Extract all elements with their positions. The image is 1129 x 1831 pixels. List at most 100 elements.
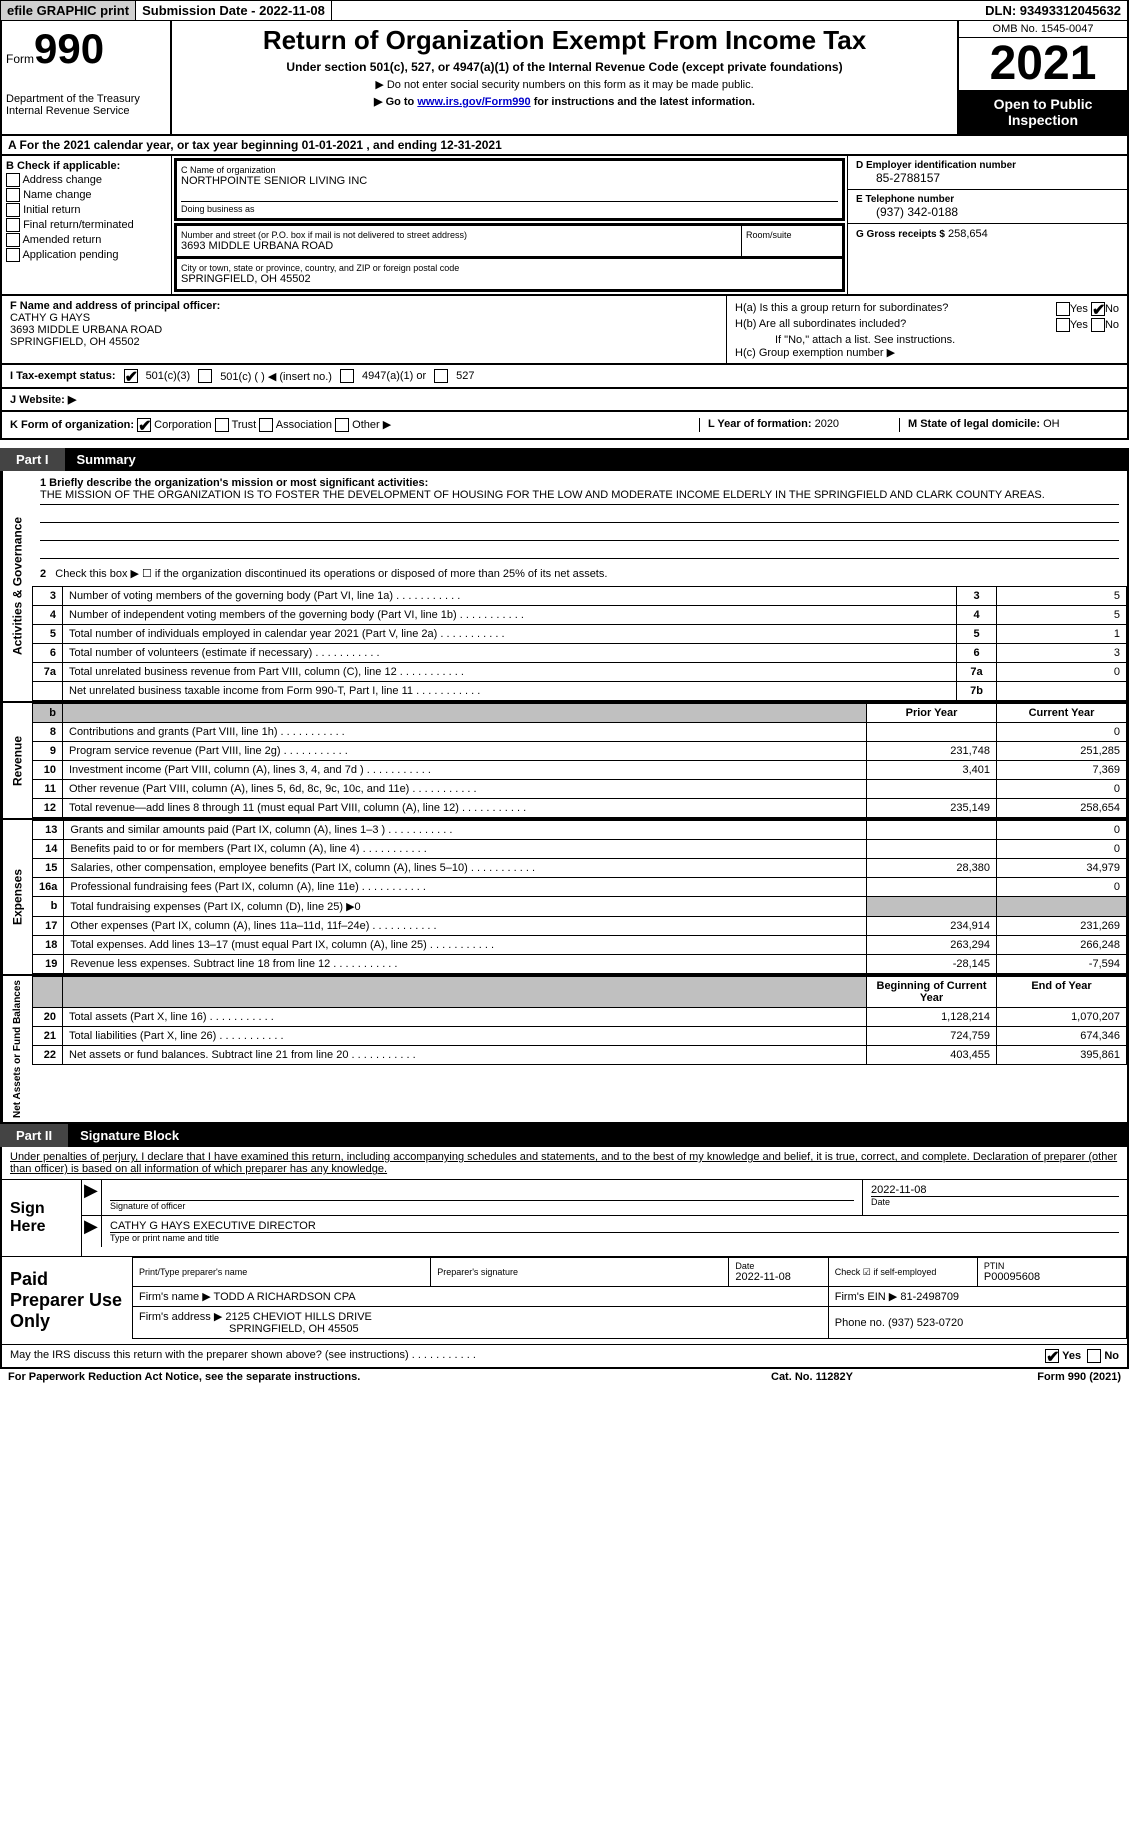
ha-line: H(a) Is this a group return for subordin… (735, 302, 1119, 316)
section-b-label: B Check if applicable: (6, 160, 167, 172)
ha-yes[interactable] (1056, 302, 1070, 316)
cb-address-change[interactable]: Address change (6, 173, 167, 187)
cb-association[interactable] (259, 418, 273, 432)
cb-other[interactable] (335, 418, 349, 432)
paperwork-notice: For Paperwork Reduction Act Notice, see … (8, 1371, 771, 1383)
officer-addr1: 3693 MIDDLE URBANA ROAD (10, 324, 718, 336)
cb-application-pending[interactable]: Application pending (6, 248, 167, 262)
end-val: 1,070,207 (997, 1008, 1127, 1027)
hb-line: H(b) Are all subordinates included? Yes … (735, 318, 1119, 332)
prior-val: 28,380 (867, 859, 997, 878)
header-right: OMB No. 1545-0047 2021 Open to Public In… (957, 21, 1127, 134)
cb-4947[interactable] (340, 369, 354, 383)
gross: 258,654 (948, 228, 988, 240)
line-val: 5 (997, 606, 1127, 625)
current-val: 0 (997, 878, 1127, 897)
prior-val: -28,145 (867, 955, 997, 974)
hb-yes[interactable] (1056, 318, 1070, 332)
line-num: 21 (33, 1027, 63, 1046)
governance-section: Activities & Governance 1 Briefly descri… (2, 471, 1127, 701)
dept-label: Department of the Treasury Internal Reve… (6, 93, 166, 117)
part1-header: Part I Summary (0, 448, 1129, 471)
address-box: Number and street (or P.O. box if mail i… (174, 223, 845, 259)
line-num: 9 (33, 742, 63, 761)
line-num: 5 (33, 625, 63, 644)
discuss-row: May the IRS discuss this return with the… (2, 1344, 1127, 1367)
cb-final-return[interactable]: Final return/terminated (6, 218, 167, 232)
sign-here-row: Sign Here ▶ Signature of officer 2022-11… (2, 1179, 1127, 1256)
form-header: Form990 Department of the Treasury Inter… (0, 21, 1129, 136)
section-bcd: B Check if applicable: Address change Na… (0, 156, 1129, 296)
mission-text: THE MISSION OF THE ORGANIZATION IS TO FO… (40, 489, 1119, 505)
line-box: 4 (957, 606, 997, 625)
line-desc: Net assets or fund balances. Subtract li… (63, 1046, 867, 1065)
line-desc: Salaries, other compensation, employee b… (64, 859, 867, 878)
dln: DLN: 93493312045632 (979, 1, 1128, 20)
irs-link[interactable]: www.irs.gov/Form990 (417, 96, 530, 108)
officer-addr2: SPRINGFIELD, OH 45502 (10, 336, 718, 348)
header-left: Form990 Department of the Treasury Inter… (2, 21, 172, 134)
line-num: 8 (33, 723, 63, 742)
discuss-yes[interactable] (1045, 1349, 1059, 1363)
cb-initial-return[interactable]: Initial return (6, 203, 167, 217)
part2-tab: Part II (0, 1124, 68, 1147)
line-val: 3 (997, 644, 1127, 663)
current-val: 0 (997, 821, 1127, 840)
cb-501c[interactable] (198, 369, 212, 383)
revenue-table: bPrior YearCurrent Year8Contributions an… (32, 703, 1127, 818)
governance-table: 3Number of voting members of the governi… (32, 586, 1127, 701)
cb-corporation[interactable] (137, 418, 151, 432)
expenses-section: Expenses 13Grants and similar amounts pa… (2, 818, 1127, 974)
line-box: 3 (957, 587, 997, 606)
principal-officer-label: F Name and address of principal officer: (10, 300, 718, 312)
cb-trust[interactable] (215, 418, 229, 432)
prior-year-header: Prior Year (867, 704, 997, 723)
prior-val: 3,401 (867, 761, 997, 780)
ha-no[interactable] (1091, 302, 1105, 316)
efile-print-button[interactable]: efile GRAPHIC print (1, 1, 136, 20)
line-num: 4 (33, 606, 63, 625)
line-num: 14 (33, 840, 64, 859)
declaration-text: Under penalties of perjury, I declare th… (2, 1147, 1127, 1179)
form-number: Form990 (6, 25, 166, 73)
gross-label: G Gross receipts $ (856, 229, 945, 240)
cb-527[interactable] (434, 369, 448, 383)
line-desc: Other revenue (Part VIII, column (A), li… (63, 780, 867, 799)
org-name-box: C Name of organization NORTHPOINTE SENIO… (174, 158, 845, 221)
line-m: M State of legal domicile: OH (899, 418, 1119, 432)
hb-no[interactable] (1091, 318, 1105, 332)
prior-val (867, 780, 997, 799)
line-box: 7b (957, 682, 997, 701)
street-label: Number and street (or P.O. box if mail i… (181, 230, 737, 240)
form-subtitle: Under section 501(c), 527, or 4947(a)(1)… (180, 60, 949, 74)
line-desc: Investment income (Part VIII, column (A)… (63, 761, 867, 780)
signature-section: Under penalties of perjury, I declare th… (0, 1147, 1129, 1369)
cb-name-change[interactable]: Name change (6, 188, 167, 202)
current-val: 231,269 (997, 917, 1127, 936)
revenue-section: Revenue bPrior YearCurrent Year8Contribu… (2, 701, 1127, 818)
line-box: 5 (957, 625, 997, 644)
cb-501c3[interactable] (124, 369, 138, 383)
paid-preparer-label: Paid Preparer Use Only (2, 1257, 132, 1344)
prior-val (867, 723, 997, 742)
prior-val (867, 840, 997, 859)
spacer (332, 1, 979, 20)
discuss-no[interactable] (1087, 1349, 1101, 1363)
line-j: J Website: ▶ (0, 389, 1129, 412)
officer-name: CATHY G HAYS (10, 312, 718, 324)
line2-text: Check this box ▶ ☐ if the organization d… (55, 568, 607, 580)
hc-line: H(c) Group exemption number ▶ (735, 346, 1119, 359)
line-num: 3 (33, 587, 63, 606)
line-num: 18 (33, 936, 64, 955)
line-desc: Total liabilities (Part X, line 26) (63, 1027, 867, 1046)
line-num: b (33, 897, 64, 917)
begin-val: 1,128,214 (867, 1008, 997, 1027)
room-label: Room/suite (746, 230, 838, 240)
line-num (33, 682, 63, 701)
cb-amended-return[interactable]: Amended return (6, 233, 167, 247)
note-link: ▶ Go to www.irs.gov/Form990 for instruct… (180, 95, 949, 108)
line-desc: Total revenue—add lines 8 through 11 (mu… (63, 799, 867, 818)
line-desc: Number of voting members of the governin… (63, 587, 957, 606)
prior-val (867, 878, 997, 897)
revenue-label: Revenue (2, 703, 32, 818)
